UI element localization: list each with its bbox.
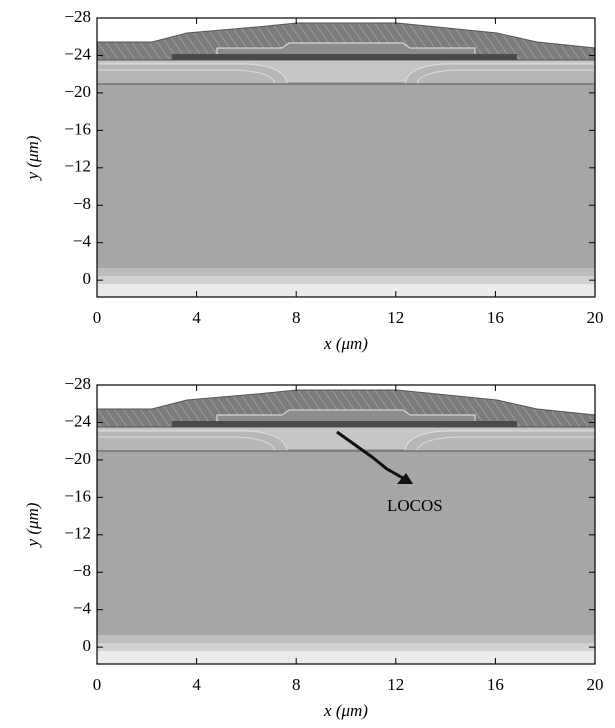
y-tick-label: −4: [73, 232, 92, 251]
x-axis-label: x (μm): [323, 701, 368, 720]
x-tick-label: 4: [192, 308, 201, 327]
y-tick-label: −28: [64, 374, 91, 393]
y-tick-label: −20: [64, 449, 91, 468]
y-tick-label: −20: [64, 82, 91, 101]
annotation-arrow: [336, 430, 411, 484]
y-tick-label: −24: [64, 411, 91, 430]
x-tick-label: 0: [93, 308, 102, 327]
device-cross-section: [96, 17, 596, 298]
plot-frame: [96, 384, 596, 665]
y-axis-label: y (μm): [23, 502, 42, 548]
x-tick-label: 4: [192, 675, 201, 694]
y-tick-label: −8: [73, 194, 91, 213]
device-cross-section: [96, 384, 596, 665]
y-tick-label: −16: [64, 119, 91, 138]
y-tick-label: −28: [64, 7, 91, 26]
y-tick-label: −8: [73, 561, 91, 580]
y-tick-label: 0: [83, 636, 92, 655]
y-tick-label: 0: [83, 269, 92, 288]
x-tick-label: 20: [587, 675, 604, 694]
y-tick-label: −12: [64, 157, 91, 176]
x-tick-label: 16: [487, 308, 504, 327]
y-tick-label: −12: [64, 524, 91, 543]
x-tick-label: 12: [387, 675, 404, 694]
plot-frame: [96, 17, 596, 298]
y-tick-label: −16: [64, 486, 91, 505]
y-tick-label: −24: [64, 44, 91, 63]
x-tick-label: 8: [292, 675, 301, 694]
annotation-arrowhead: [397, 473, 413, 484]
x-axis-label: x (μm): [323, 334, 368, 353]
x-tick-label: 12: [387, 308, 404, 327]
x-tick-label: 8: [292, 308, 301, 327]
annotation: LOCOS: [387, 496, 443, 515]
y-tick-label: −4: [73, 599, 92, 618]
x-tick-label: 20: [587, 308, 604, 327]
y-axis-label: y (μm): [23, 135, 42, 181]
x-tick-label: 0: [93, 675, 102, 694]
x-tick-label: 16: [487, 675, 504, 694]
